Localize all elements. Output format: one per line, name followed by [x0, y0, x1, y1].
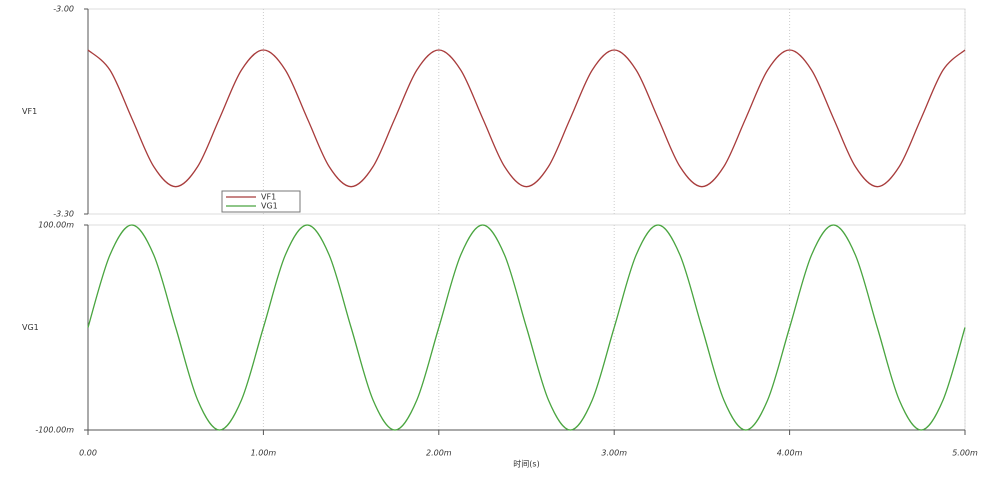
- line-series: [87, 49, 966, 188]
- x-tick-label: 1.00m: [251, 449, 277, 458]
- line-series: [87, 224, 966, 431]
- legend-label: VG1: [261, 202, 278, 211]
- y-tick-label: -3.30: [53, 210, 74, 219]
- x-tick-label: 0.00: [79, 449, 97, 458]
- y-axis-label: VF1: [22, 107, 37, 116]
- legend-label: VF1: [261, 193, 276, 202]
- x-tick-label: 3.00m: [601, 449, 627, 458]
- x-tick-label: 5.00m: [952, 449, 978, 458]
- x-tick-label: 2.00m: [426, 449, 452, 458]
- x-tick-label: 4.00m: [777, 449, 803, 458]
- plot-frame: [87, 8, 966, 215]
- y-tick-label: -100.00m: [35, 426, 74, 435]
- x-axis-label: 时间(s): [513, 459, 539, 469]
- y-axis-label: VG1: [22, 323, 39, 332]
- y-tick-label: -3.00: [53, 5, 74, 14]
- y-tick-label: 100.00m: [38, 221, 74, 230]
- legend-box: [221, 190, 301, 213]
